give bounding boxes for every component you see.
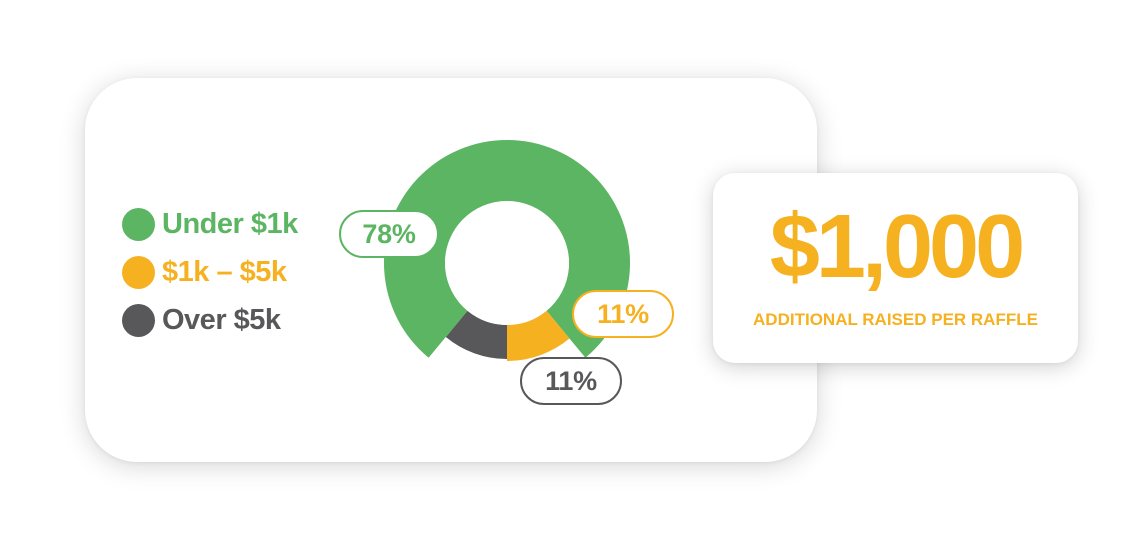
- data-label-1k-5k: 11%: [572, 290, 674, 338]
- legend-swatch-green-icon: [122, 207, 155, 241]
- legend-label: Over $5k: [162, 303, 281, 336]
- legend-item-over-5k: Over $5k: [122, 296, 298, 344]
- stat-value: $1,000: [769, 197, 1025, 297]
- data-label-under-1k: 78%: [339, 210, 439, 258]
- stat-caption: ADDITIONAL RAISED PER RAFFLE: [753, 310, 1038, 329]
- legend-item-1k-5k: $1k – $5k: [122, 248, 298, 296]
- legend-label: Under $1k: [162, 207, 298, 240]
- legend-label: $1k – $5k: [162, 255, 287, 288]
- legend-swatch-gray-icon: [122, 303, 155, 337]
- legend-item-under-1k: Under $1k: [122, 200, 298, 248]
- data-label-over-5k: 11%: [520, 357, 622, 405]
- legend-swatch-orange-icon: [122, 255, 155, 289]
- chart-legend: Under $1k $1k – $5k Over $5k: [122, 200, 298, 344]
- stat-card: $1,000 ADDITIONAL RAISED PER RAFFLE: [713, 173, 1078, 363]
